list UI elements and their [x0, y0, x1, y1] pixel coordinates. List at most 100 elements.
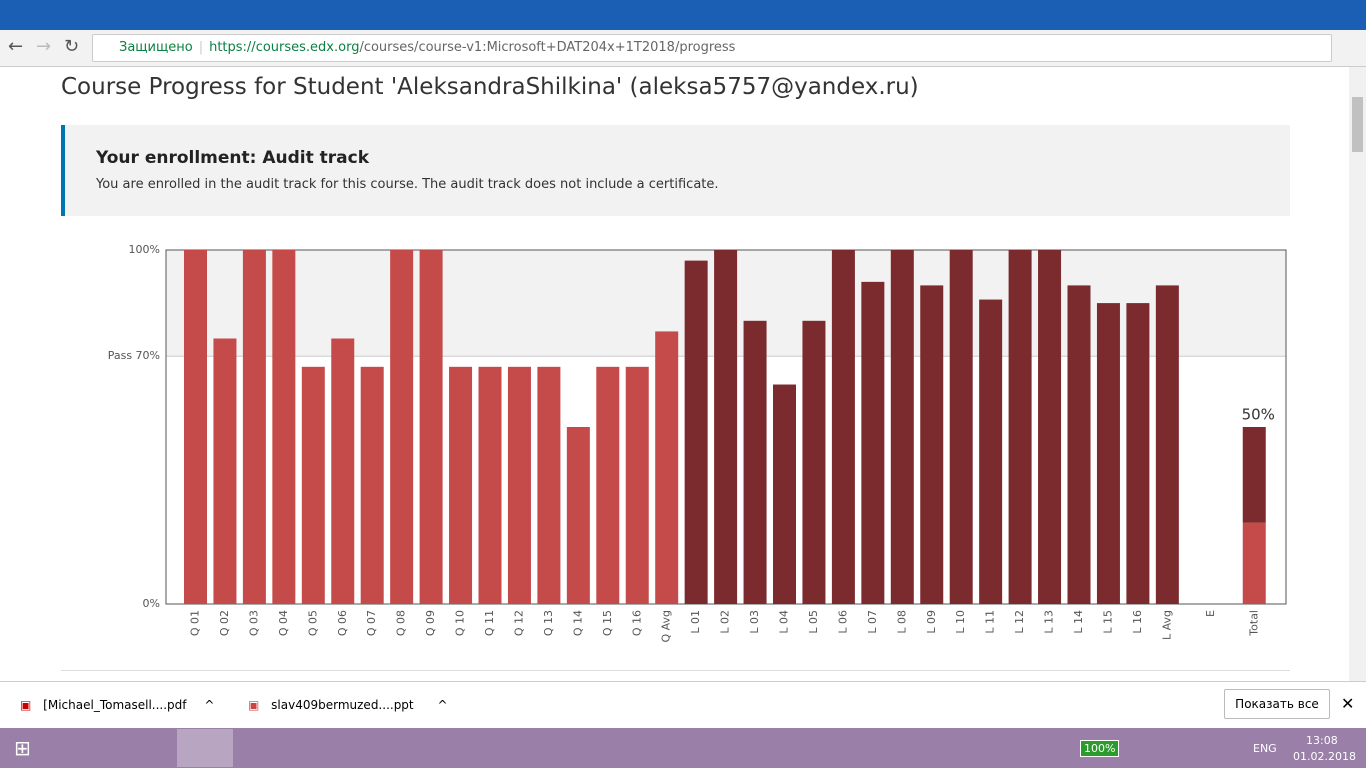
x-tick-label: L 10 [954, 610, 967, 634]
x-tick-label: Q 07 [365, 610, 378, 636]
downloads-bar: ▣ [Michael_Tomasell....pdf ^ ▣ slav409be… [0, 681, 1366, 729]
x-tick-label: L 07 [866, 610, 879, 634]
bar [1126, 303, 1150, 604]
bar [272, 250, 296, 604]
bar [684, 260, 708, 604]
bar [1008, 250, 1032, 604]
bar [419, 250, 443, 604]
scrollbar [1349, 67, 1366, 681]
bar [655, 331, 679, 604]
bar [537, 366, 561, 604]
back-button[interactable]: ← [8, 36, 24, 57]
x-tick-label: Q 14 [571, 610, 584, 636]
x-tick-label: L 14 [1072, 610, 1085, 634]
active-app[interactable] [177, 729, 233, 767]
bar [478, 366, 502, 604]
url-host: https://courses.edx.org [209, 40, 360, 55]
x-tick-label: L 12 [1013, 610, 1026, 634]
bar [979, 299, 1003, 604]
bar [1096, 303, 1120, 604]
download-name: slav409bermuzed....ppt [271, 698, 414, 712]
x-tick-label: L 16 [1131, 610, 1144, 634]
total-label: 50% [1242, 406, 1275, 424]
tab-strip [0, 0, 1366, 30]
x-tick-label: Q 02 [218, 610, 231, 636]
x-tick-label: L 04 [778, 610, 791, 634]
x-tick-label: L 11 [984, 610, 997, 634]
clock-time: 13:08 [1306, 734, 1338, 747]
show-all-button[interactable]: Показать все [1224, 689, 1330, 719]
x-tick-label: Q 03 [247, 610, 260, 636]
bar [301, 366, 325, 604]
x-tick-label: L 15 [1101, 610, 1114, 634]
x-tick-label: Q 06 [336, 610, 349, 636]
enrollment-box: Your enrollment: Audit track You are enr… [61, 125, 1290, 216]
bar [861, 281, 885, 604]
bar [831, 250, 855, 604]
bar [449, 366, 473, 604]
y-tick-label: 100% [129, 243, 160, 256]
x-tick-label: L 03 [748, 610, 761, 634]
bar [213, 338, 237, 604]
enrollment-title: Your enrollment: Audit track [96, 148, 370, 168]
total-segment [1242, 522, 1266, 604]
bar [1038, 250, 1062, 604]
x-tick-label: Q 08 [395, 610, 408, 636]
x-tick-label: L 05 [807, 610, 820, 634]
bar [1067, 285, 1091, 604]
close-downloads[interactable]: ✕ [1341, 694, 1355, 713]
reload-button[interactable]: ↻ [64, 36, 80, 57]
x-tick-label: Q 04 [277, 610, 290, 636]
chart: 0% Pass 70% 100% Q 01 Q 02 Q 03 Q 04 Q 05 Q 06 Q … [108, 243, 1287, 643]
address-bar[interactable]: Защищено | https://courses.edx.org/courses… [92, 34, 1332, 62]
bar [596, 366, 620, 604]
x-tick-label: L 01 [689, 610, 702, 634]
download-item[interactable]: ▣ [Michael_Tomasell....pdf ^ [20, 698, 215, 712]
x-tick-label: Q 13 [542, 610, 555, 636]
bar [802, 320, 826, 604]
x-tick-label: Q 12 [512, 610, 525, 636]
x-tick-label: L 13 [1043, 610, 1056, 634]
bar [566, 427, 590, 604]
x-tick-label: Q 16 [630, 610, 643, 636]
bar [743, 320, 767, 604]
x-tick-label: L 02 [719, 610, 732, 634]
x-tick-label: L 08 [895, 610, 908, 634]
x-tick-label: L 06 [836, 610, 849, 634]
taskbar: ⊞ 100% ENG 13:08 01.02.2018 [0, 728, 1366, 768]
bar [920, 285, 944, 604]
y-tick-label: 0% [143, 597, 160, 610]
x-tick-label: Q 15 [601, 610, 614, 636]
separator [61, 670, 1290, 671]
download-name: [Michael_Tomasell....pdf [43, 698, 187, 712]
x-tick-label: Q 11 [483, 610, 496, 636]
enrollment-text: You are enrolled in the audit track for … [96, 177, 719, 192]
url-path: /courses/course-v1:Microsoft+DAT204x+1T2… [359, 40, 736, 55]
download-item[interactable]: ▣ slav409bermuzed....ppt ^ [248, 698, 448, 712]
bar [507, 366, 531, 604]
bar [242, 250, 266, 604]
battery: 100% [1080, 740, 1120, 757]
x-tick-label: Q 10 [454, 610, 467, 636]
x-tick-label: Q 05 [306, 610, 319, 636]
x-tick-label: Q 09 [424, 610, 437, 636]
bar [184, 250, 207, 604]
bar [890, 250, 914, 604]
clock-date: 01.02.2018 [1293, 750, 1356, 763]
x-tick-label: Q 01 [189, 610, 202, 636]
lang[interactable]: ENG [1253, 742, 1277, 755]
bar [331, 338, 355, 604]
bar [773, 384, 796, 604]
secure-label: Защищено [119, 40, 193, 55]
bar [714, 250, 738, 604]
total-segment [1242, 427, 1266, 523]
y-tick-label: Pass 70% [108, 349, 160, 362]
bar [625, 366, 649, 604]
forward-button[interactable]: → [36, 36, 52, 57]
start-button[interactable]: ⊞ [14, 736, 31, 760]
bar [360, 366, 384, 604]
x-tick-label: Total [1247, 610, 1260, 637]
x-tick-label: Q Avg [660, 610, 673, 643]
bar [390, 250, 414, 604]
